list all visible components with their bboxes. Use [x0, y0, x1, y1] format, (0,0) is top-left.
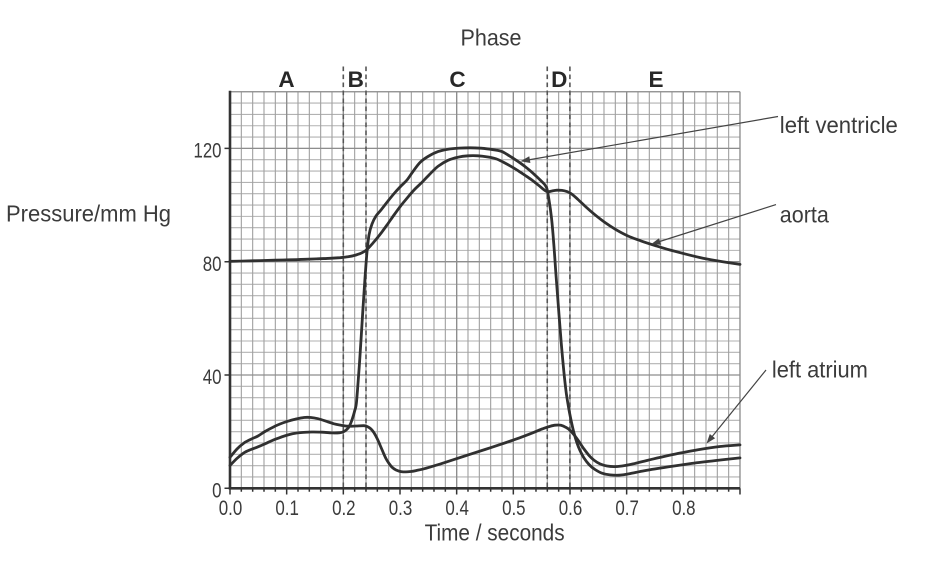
- svg-text:80: 80: [203, 253, 222, 276]
- svg-text:B: B: [348, 67, 364, 92]
- svg-text:D: D: [551, 67, 567, 92]
- svg-text:0.5: 0.5: [502, 496, 526, 520]
- svg-text:left ventricle: left ventricle: [780, 112, 898, 138]
- svg-text:0.3: 0.3: [389, 496, 413, 520]
- svg-text:0.8: 0.8: [672, 496, 696, 520]
- svg-text:0.1: 0.1: [275, 496, 299, 520]
- svg-text:aorta: aorta: [780, 202, 829, 228]
- svg-text:Pressure/mm Hg: Pressure/mm Hg: [6, 201, 171, 227]
- svg-text:120: 120: [194, 140, 222, 163]
- svg-text:Time / seconds: Time / seconds: [425, 520, 565, 546]
- svg-text:0.4: 0.4: [445, 496, 469, 520]
- svg-text:E: E: [648, 67, 663, 92]
- svg-text:0.0: 0.0: [219, 496, 243, 520]
- svg-text:0.6: 0.6: [559, 496, 583, 520]
- svg-text:C: C: [449, 67, 465, 92]
- svg-text:left atrium: left atrium: [772, 356, 868, 382]
- svg-text:40: 40: [203, 366, 222, 389]
- svg-text:0: 0: [212, 480, 221, 503]
- svg-text:0.7: 0.7: [615, 496, 639, 520]
- svg-text:Phase: Phase: [461, 24, 522, 50]
- svg-text:A: A: [278, 67, 294, 92]
- svg-text:0.2: 0.2: [332, 496, 356, 520]
